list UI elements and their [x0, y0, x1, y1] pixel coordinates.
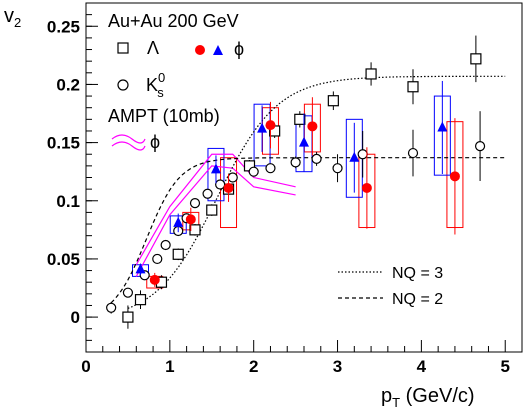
legend-ampt-label: AMPT (10mb) — [108, 106, 220, 126]
y-tick-label: 0.1 — [56, 192, 80, 211]
phi-red-marker — [307, 121, 318, 132]
x-axis-title: pT (GeV/c) — [381, 385, 475, 410]
legend-phi-blue-marker — [213, 45, 223, 55]
legend-phi-red-marker — [195, 45, 205, 55]
phi-red-marker — [185, 214, 196, 225]
legend-ks-label: K0 s — [146, 70, 165, 100]
ks-marker — [215, 179, 226, 190]
lambda-marker — [172, 248, 184, 260]
phi-red-marker — [223, 182, 234, 193]
legend-nq3-label: NQ = 3 — [392, 265, 443, 282]
x-tick-label: 1 — [165, 357, 174, 376]
ks-marker — [474, 140, 486, 152]
ampt-band — [135, 153, 296, 277]
axes: 0 1 2 3 4 5 0 0.05 0.1 0.15 0.2 0.25 — [47, 14, 523, 376]
legend-lambda-label: Λ — [147, 38, 159, 58]
lambda-marker — [470, 53, 482, 65]
legend: Au+Au 200 GeV Λ ϕ K0 s AMPT (10mb) ϕ NQ =… — [108, 11, 443, 308]
lambda-marker — [134, 294, 147, 306]
ks-marker — [357, 149, 368, 160]
phi-blue-marker — [349, 151, 360, 162]
phi-blue-marker — [299, 136, 309, 147]
legend-lambda-marker — [117, 42, 129, 54]
lambda-marker — [407, 81, 419, 93]
x-tick-label: 0 — [81, 357, 90, 376]
ks-marker — [202, 188, 213, 199]
lambda-marker — [189, 224, 201, 236]
phi-red-marker — [449, 171, 460, 182]
phi-blue-marker — [437, 121, 448, 132]
ks-marker — [160, 239, 171, 251]
legend-ks-marker — [117, 79, 129, 91]
phi-blue-marker — [257, 122, 268, 133]
phi-red-marker — [361, 182, 372, 193]
phi-red-marker — [265, 120, 276, 131]
legend-ampt-band-icon-2 — [111, 141, 146, 151]
ks-marker — [248, 166, 259, 177]
y-tick-label: 0.15 — [47, 134, 80, 153]
ks-marker — [290, 157, 301, 168]
y-tick-label: 0.2 — [56, 75, 80, 94]
lambda-marker — [206, 204, 218, 216]
legend-nq2-label: NQ = 2 — [392, 291, 443, 308]
ampt-lower-line — [135, 165, 296, 277]
lambda-marker — [294, 113, 306, 125]
x-tick-label: 4 — [417, 357, 427, 376]
nq2-curve — [110, 157, 506, 304]
phi-blue-marker — [173, 216, 184, 227]
legend-ampt-phi-label: ϕ — [150, 132, 160, 152]
ks-marker — [311, 153, 322, 164]
ks-marker — [189, 197, 201, 209]
lambda-marker — [327, 95, 339, 107]
phi-blue-marker — [210, 163, 221, 174]
lambda-marker — [122, 311, 134, 323]
ks-marker — [265, 163, 276, 174]
systematic-box — [207, 147, 225, 202]
y-tick-label: 0.25 — [47, 17, 80, 36]
legend-header: Au+Au 200 GeV — [108, 11, 239, 31]
nq3-curve — [127, 75, 506, 309]
ks-marker — [407, 147, 419, 159]
ampt-upper-line — [135, 153, 296, 266]
ks-marker — [152, 253, 163, 265]
nq-curves — [110, 75, 506, 309]
legend-phi-label: ϕ — [234, 39, 244, 59]
x-tick-label: 5 — [500, 357, 509, 376]
x-tick-label: 2 — [249, 357, 258, 376]
phi-red-marker — [149, 274, 160, 285]
systematic-box — [220, 157, 238, 229]
legend-ampt-band-icon — [111, 134, 146, 144]
y-axis-title: v2 — [4, 5, 21, 30]
phi-blue-marker — [135, 263, 146, 274]
ks-marker — [227, 172, 238, 183]
y-tick-label: 0.05 — [47, 250, 80, 269]
ks-marker — [106, 302, 117, 313]
y-tick-label: 0 — [71, 308, 80, 327]
ks-marker — [332, 163, 343, 174]
x-tick-label: 3 — [333, 357, 342, 376]
data-markers — [106, 35, 486, 329]
lambda-marker — [365, 68, 377, 80]
ks-marker — [122, 287, 134, 298]
